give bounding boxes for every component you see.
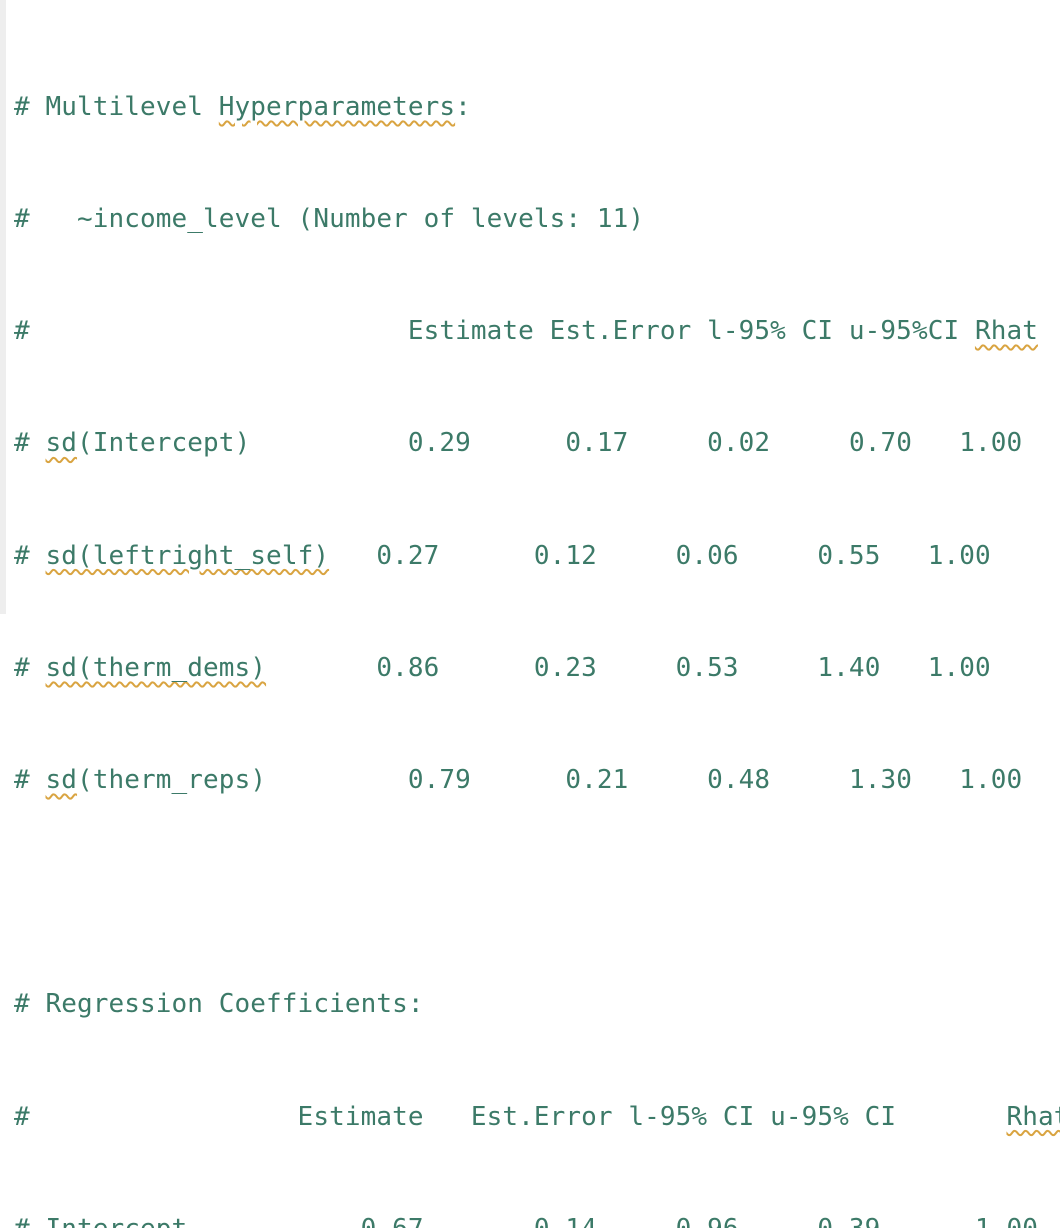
code-line: # Estimate Est.Error l-95% CI u-95%CI Rh… [14,316,1038,347]
code-line: # Estimate Est.Error l-95% CI u-95% CI R… [14,1099,1060,1136]
editor-gutter [0,0,6,614]
code-line: # sd(Intercept) 0.29 0.17 0.02 0.70 1.00 [14,428,1023,459]
code-line: # Multilevel Hyperparameters: [14,91,471,122]
spellcheck-word: sd [45,765,78,796]
code-line: # sd(leftright_self) 0.27 0.12 0.06 0.55… [14,540,991,571]
code-line: # Intercept -0.67 0.14 -0.96 -0.39 1.00 [14,1211,1060,1228]
code-line: # sd(therm_dems) 0.86 0.23 0.53 1.40 1.0… [14,652,991,683]
spellcheck-word: sd [45,428,78,459]
spellcheck-word: sd(therm_dems) [45,652,267,683]
spellcheck-word: Hyperparameters [218,91,456,122]
spellcheck-word: sd(leftright_self) [45,540,330,571]
spellcheck-word: Rhat [1006,1101,1060,1132]
code-line: # Regression Coefficients: [14,989,424,1020]
code-line: # sd(therm_reps) 0.79 0.21 0.48 1.30 1.0… [14,765,1023,796]
code-block: # Multilevel Hyperparameters: # ~income_… [14,14,1060,1228]
code-line [14,874,1060,911]
code-line: # ~income_level (Number of levels: 11) [14,204,645,235]
spellcheck-word: Rhat [974,316,1038,347]
